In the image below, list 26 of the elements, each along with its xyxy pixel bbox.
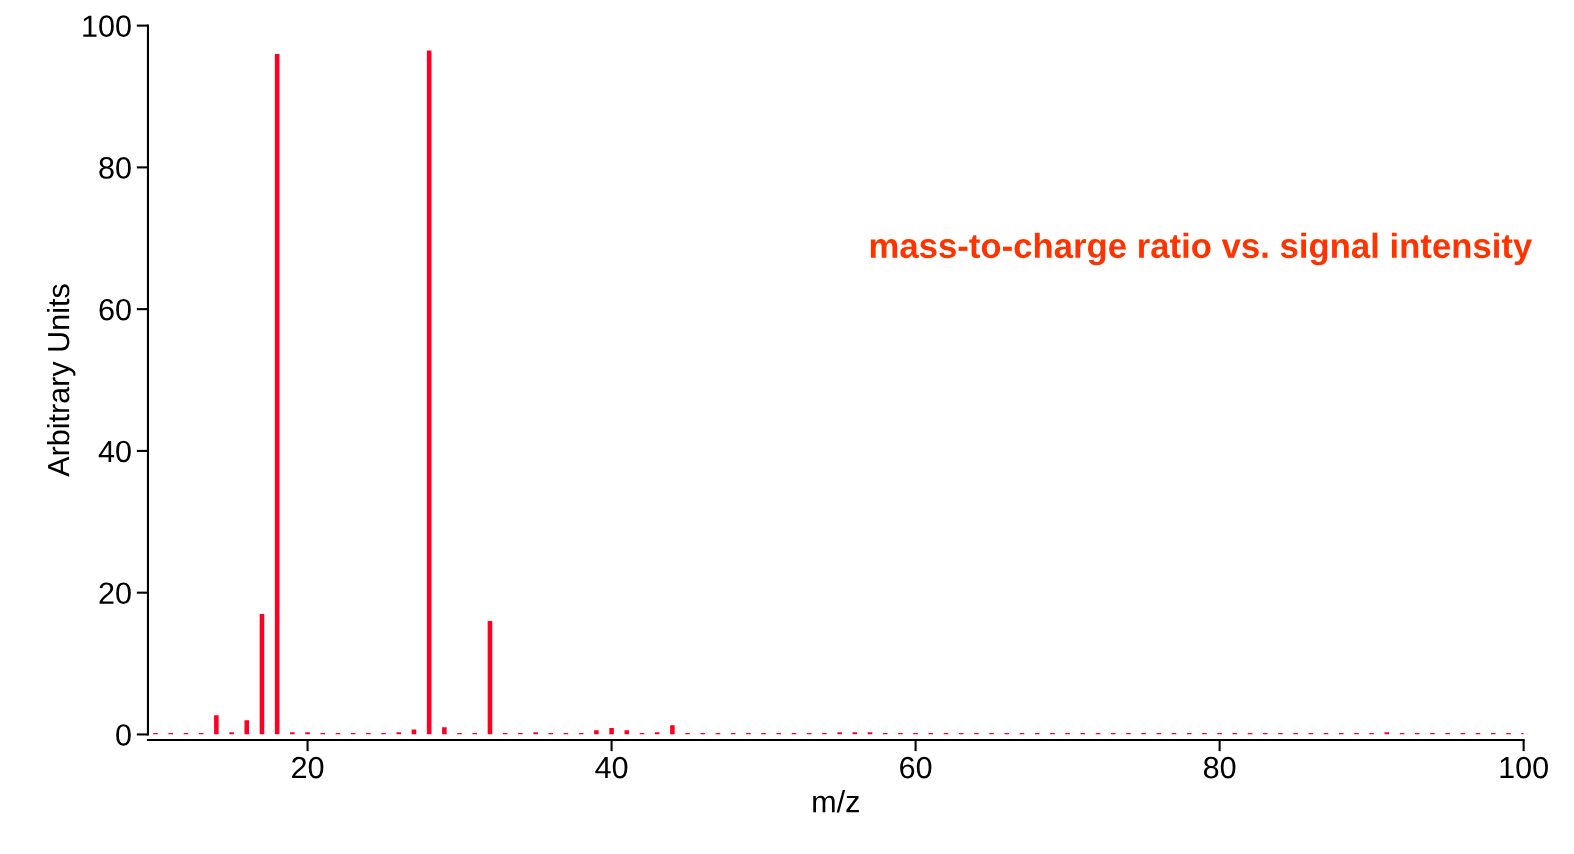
bar xyxy=(442,727,447,735)
bar xyxy=(305,732,310,735)
bar xyxy=(533,732,538,735)
annotation: mass-to-charge ratio vs. signal intensity xyxy=(870,232,1533,266)
bar xyxy=(837,732,842,735)
x-tick-label: 20 xyxy=(292,756,324,779)
bar xyxy=(290,732,295,735)
x-tick-label: 100 xyxy=(1500,756,1548,779)
bar xyxy=(396,732,402,735)
y-tick-label: 0 xyxy=(116,724,131,746)
y-axis-title: Arbitrary Units xyxy=(46,284,76,477)
x-tick-label: 60 xyxy=(900,756,932,779)
bar xyxy=(244,720,250,735)
x-tick-label: 80 xyxy=(1203,756,1236,779)
bar xyxy=(594,730,599,735)
y-tick-label: 100 xyxy=(83,15,131,37)
y-tick-label: 80 xyxy=(99,157,131,179)
y-tick-label: 20 xyxy=(99,582,131,605)
x-axis-title: m/z xyxy=(813,790,859,813)
y-tick-label: 40 xyxy=(98,440,131,463)
bar xyxy=(670,725,675,735)
bar xyxy=(229,732,234,735)
bar xyxy=(609,728,614,735)
y-tick-label: 60 xyxy=(99,298,131,321)
bar xyxy=(214,715,219,735)
x-tick-label: 40 xyxy=(595,756,628,779)
